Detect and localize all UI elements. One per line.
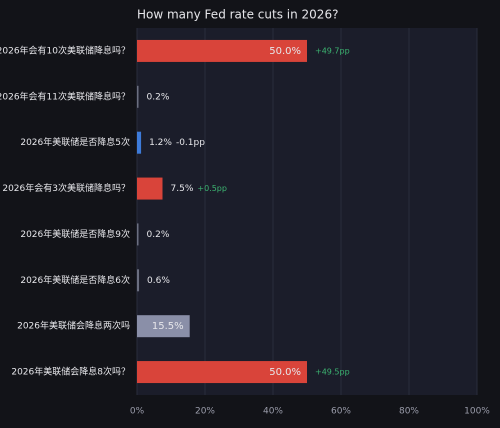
y-tick-label: 2026年会有10次美联储降息吗？ <box>0 44 130 56</box>
y-tick-label: 2026年美联储是否降息5次 <box>20 136 130 148</box>
value-label: 1.2% <box>149 138 172 148</box>
bar <box>137 361 307 384</box>
chart-title: How many Fed rate cuts in 2026? <box>137 8 338 22</box>
x-tick-label: 80% <box>399 407 419 417</box>
y-tick-label: 2026年美联储会降息8次吗？ <box>11 366 130 378</box>
value-label: 0.6% <box>147 276 170 286</box>
bar <box>137 39 307 62</box>
bar <box>137 269 140 292</box>
value-label: 50.0% <box>269 367 301 378</box>
y-tick-label: 2026年美联储是否降息6次 <box>20 274 130 286</box>
y-tick-label: 2026年美联储会降息两次吗 <box>17 320 130 332</box>
x-tick-label: 0% <box>130 407 145 417</box>
y-tick-label: 2026年美联储是否降息9次 <box>20 228 130 240</box>
bar <box>137 85 139 108</box>
y-tick-label: 2026年会有3次美联储降息吗？ <box>2 182 130 194</box>
plot-area <box>137 28 477 395</box>
x-tick-label: 60% <box>331 407 351 417</box>
change-label: +49.5pp <box>315 368 350 377</box>
value-label: 15.5% <box>152 321 184 332</box>
bar <box>137 223 139 246</box>
value-label: 0.2% <box>147 230 170 240</box>
y-tick-label: 2026年会有11次美联储降息吗？ <box>0 90 130 102</box>
bar <box>137 177 163 200</box>
value-label: 7.5% <box>171 184 194 194</box>
value-label: 0.2% <box>147 92 170 102</box>
change-label: +49.7pp <box>315 46 350 55</box>
value-label: 50.0% <box>269 46 301 57</box>
x-tick-label: 100% <box>464 407 490 417</box>
bar <box>137 315 190 338</box>
x-tick-label: 20% <box>195 407 215 417</box>
bar <box>137 131 142 154</box>
change-label: -0.1pp <box>176 138 205 148</box>
change-label: +0.5pp <box>197 184 227 193</box>
x-tick-label: 40% <box>263 407 283 417</box>
